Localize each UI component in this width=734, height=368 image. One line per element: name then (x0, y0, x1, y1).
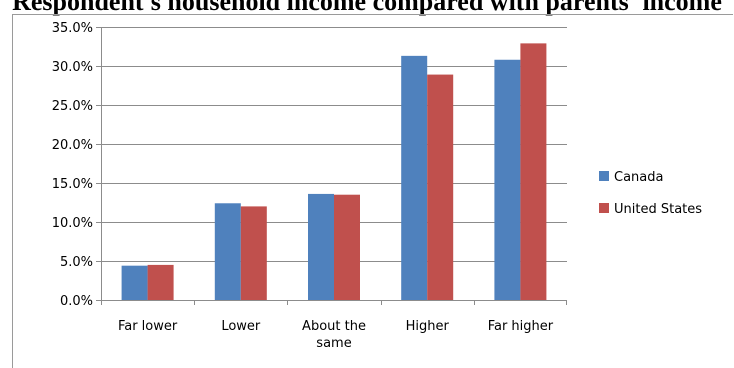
bar-united-states (240, 206, 267, 300)
y-tick-label: 5.0% (60, 255, 93, 270)
y-tick-label: 0.0% (60, 294, 93, 309)
y-tick-label: 15.0% (52, 177, 93, 192)
chart-title: Respondent's household income compared w… (12, 0, 722, 16)
bar-united-states (427, 74, 454, 300)
legend-swatch-canada (599, 171, 609, 181)
legend-label-united-states: United States (614, 202, 702, 217)
x-tick-label: Lower (221, 319, 261, 334)
y-tick-label: 30.0% (52, 60, 93, 75)
bar-united-states (334, 194, 360, 300)
axes: 0.0% 5.0% 10.0% 15.0% 20.0% 25.0% 30.0% 35.0% Fa… (52, 21, 567, 351)
x-tick-label: About the same (302, 319, 366, 351)
legend-swatch-united-states (599, 203, 609, 213)
bar-canada (214, 203, 241, 300)
bar-canada (308, 193, 334, 300)
x-tick-label: Higher (406, 319, 450, 334)
bar-united-states (147, 264, 174, 300)
legend: Canada United States (599, 170, 702, 217)
x-tick-label: Far higher (488, 319, 554, 334)
y-tick-label: 35.0% (52, 21, 93, 36)
gridlines (101, 27, 567, 262)
chart-frame (12, 14, 733, 368)
y-tick-label: 10.0% (52, 216, 93, 231)
x-tick-label: Far lower (118, 319, 178, 334)
bars (121, 43, 547, 301)
legend-label-canada: Canada (614, 170, 663, 185)
y-tick-label: 20.0% (52, 138, 93, 153)
bar-canada (121, 265, 148, 300)
bar-canada (494, 59, 521, 301)
bar-united-states (520, 43, 547, 300)
y-tick-label: 25.0% (52, 99, 93, 114)
bar-canada (401, 55, 428, 300)
